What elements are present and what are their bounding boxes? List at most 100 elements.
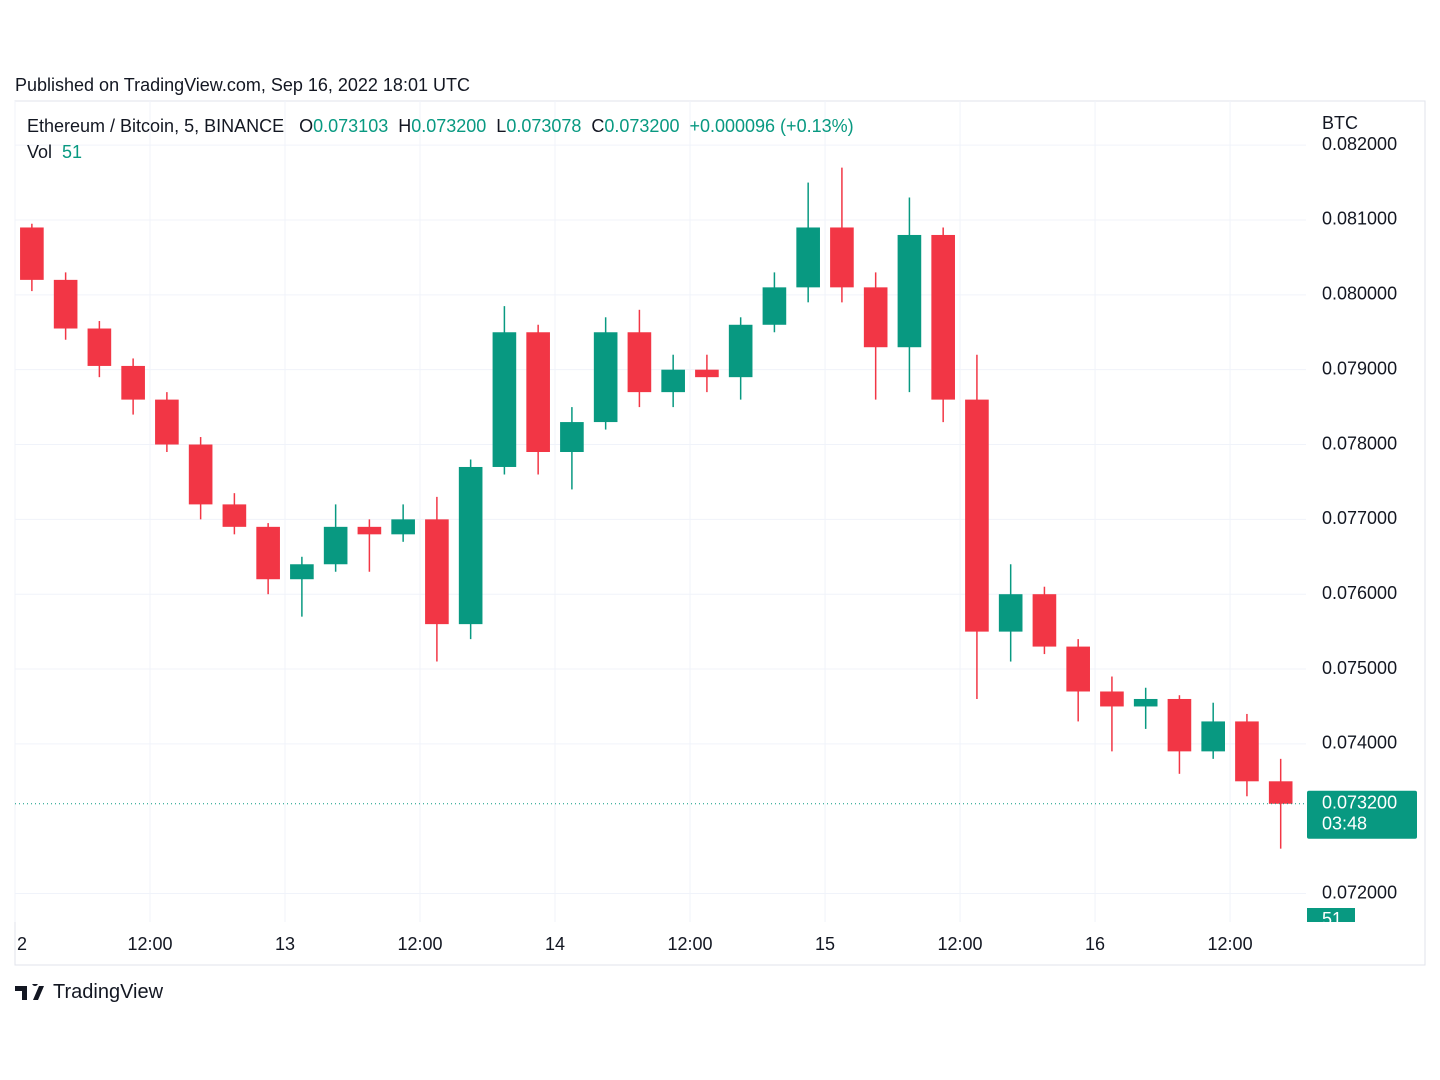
candle-body (188, 444, 213, 505)
footer: TradingView (15, 981, 163, 1004)
y-tick-label: 0.081000 (1322, 209, 1397, 229)
countdown-label: 03:48 (1322, 814, 1367, 834)
candle-body (323, 526, 348, 565)
published-note: Published on TradingView.com, Sep 16, 20… (15, 75, 470, 95)
candle-body (1268, 781, 1293, 804)
candle-body (593, 332, 618, 423)
candle-body (1032, 594, 1057, 647)
candle-body (357, 526, 382, 535)
y-tick-label: 0.079000 (1322, 358, 1397, 378)
source: TradingView (53, 981, 164, 1003)
candle-body (87, 328, 112, 366)
candle (256, 523, 280, 595)
chart-frame (14, 100, 1426, 966)
y-tick-label: 0.072000 (1322, 882, 1397, 902)
candle-body (560, 422, 584, 453)
candle (391, 504, 415, 542)
candle-body (1167, 698, 1192, 752)
candle (222, 493, 247, 535)
candle-body (290, 564, 314, 580)
candle (661, 354, 685, 408)
candle-body (1066, 646, 1090, 692)
x-tick-label: 12:00 (668, 934, 713, 954)
candle (526, 324, 550, 475)
symbol-title: Ethereum / Bitcoin, 5, BINANCE (27, 116, 285, 136)
candle (1201, 702, 1225, 759)
candle-body (830, 227, 854, 288)
candle (1100, 676, 1124, 752)
candle (998, 564, 1023, 662)
candle (323, 504, 348, 572)
candle-body (1133, 698, 1158, 707)
candle (1235, 713, 1259, 797)
ohlc-value: 0.073078 (506, 116, 582, 136)
y-tick-label: 0.076000 (1322, 583, 1397, 603)
axis-unit: BTC (1322, 113, 1358, 133)
candle (87, 321, 112, 378)
candle (965, 354, 989, 699)
candle (425, 496, 449, 662)
volume-box (1307, 908, 1355, 922)
grid (14, 101, 1306, 922)
candle-body (492, 332, 517, 467)
candle-body (222, 504, 247, 527)
candle-body (20, 227, 44, 280)
candle-body (155, 399, 179, 445)
volume-legend: Vol 51 (27, 142, 82, 163)
change-value: +0.000096 (+0.13%) (689, 116, 854, 136)
ohlc-label: H (398, 116, 412, 136)
x-tick-label: 13 (275, 934, 295, 954)
candle-body (863, 287, 888, 348)
ohlc-value: 0.073103 (313, 116, 389, 136)
x-tick-label: 12:00 (127, 934, 172, 954)
candle-body (121, 365, 145, 400)
candle-body (1235, 721, 1259, 782)
candle-body (458, 466, 483, 625)
candle-body (796, 227, 820, 288)
candle (1066, 639, 1090, 722)
candle (1268, 758, 1293, 849)
candle (121, 358, 145, 415)
last-price-box (1307, 790, 1417, 839)
candle (863, 272, 888, 400)
candle-body (53, 279, 78, 329)
candle (492, 306, 517, 475)
y-tick-label: 0.082000 (1322, 134, 1397, 154)
x-tick-label: 14 (545, 934, 565, 954)
y-tick-label: 0.077000 (1322, 508, 1397, 528)
ohlc-value: 0.073200 (604, 116, 680, 136)
y-tick-label: 0.080000 (1322, 284, 1397, 304)
candle-body (661, 369, 685, 393)
candle (1133, 687, 1158, 729)
x-tick-label: 15 (815, 934, 835, 954)
candle (560, 407, 584, 490)
candle (1032, 586, 1057, 655)
candle (695, 354, 719, 393)
volume-value: 51 (62, 142, 83, 162)
candle (188, 437, 213, 520)
candle (593, 317, 618, 430)
logo (15, 983, 44, 1000)
candle-body (526, 332, 550, 453)
candle-body (695, 369, 719, 378)
candle (762, 272, 787, 333)
candle (290, 556, 314, 617)
ohlc-label: O (299, 116, 314, 136)
candle (897, 197, 922, 393)
x-tick-label: 2 (17, 934, 27, 954)
volume-badge: 51 (1322, 909, 1342, 929)
candle-body (998, 594, 1023, 632)
x-tick-label: 12:00 (1208, 934, 1253, 954)
candle-body (762, 287, 787, 325)
candle (53, 272, 78, 340)
last-price-label: 0.073200 (1322, 793, 1397, 813)
x-tick-label: 12:00 (397, 934, 442, 954)
candle (458, 459, 483, 640)
candle-body (897, 234, 922, 348)
candle (627, 309, 652, 408)
y-tick-label: 0.078000 (1322, 433, 1397, 453)
candle-body (627, 332, 652, 393)
candle (357, 519, 382, 572)
